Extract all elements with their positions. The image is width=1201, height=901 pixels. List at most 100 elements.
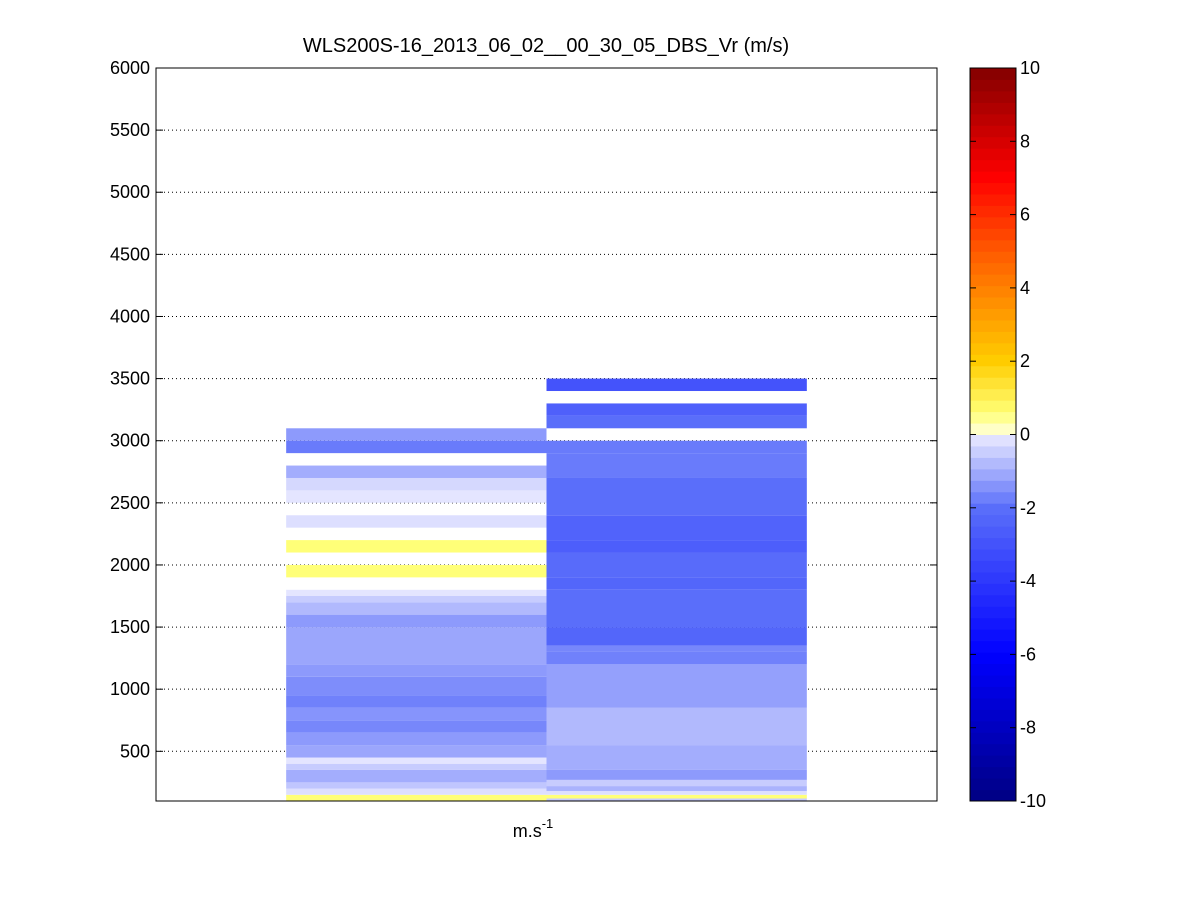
y-tick-label: 2000 <box>110 555 150 575</box>
colorbar-segment <box>970 423 1016 435</box>
colorbar: -10 -8 -6 -4 -2 0 2 4 6 8 10 <box>969 58 1046 811</box>
colorbar-segment <box>970 251 1016 264</box>
colorbar-segment <box>970 90 1016 103</box>
colorbar-segment <box>970 629 1016 642</box>
colorbar-segment <box>970 720 1016 733</box>
x-axis-label: m.s-1 <box>513 816 554 841</box>
heatmap-cell <box>546 627 807 646</box>
heatmap-cell <box>286 769 547 783</box>
colorbar-segment <box>970 755 1016 768</box>
colorbar-segment <box>970 274 1016 287</box>
colorbar-segment <box>970 125 1016 138</box>
heatmap-cell <box>546 440 807 454</box>
x-axis-label-exponent: -1 <box>542 816 554 831</box>
heatmap-cell <box>546 779 807 787</box>
heatmap-cell <box>286 515 547 528</box>
heatmap-cell <box>286 782 547 789</box>
colorbar-segment <box>970 652 1016 665</box>
colorbar-segment <box>970 319 1016 332</box>
colorbar-segment <box>970 594 1016 607</box>
colorbar-segment <box>970 148 1016 161</box>
colorbar-segment <box>970 560 1016 573</box>
heatmap-cell <box>546 415 807 429</box>
colorbar-segment <box>970 457 1016 470</box>
heatmap-cell <box>286 676 547 696</box>
colorbar-segment <box>970 411 1016 424</box>
colorbar-segment <box>970 571 1016 584</box>
colorbar-segment <box>970 617 1016 630</box>
colorbar-tick-label: -2 <box>1020 498 1036 518</box>
heatmap-cell <box>286 720 547 733</box>
heatmap-cell <box>546 378 807 392</box>
heatmap-cell <box>546 645 807 652</box>
heatmap-cell <box>546 769 807 780</box>
colorbar-segment <box>970 445 1016 458</box>
heatmap-cell <box>286 602 547 615</box>
heatmap-cell <box>546 589 807 628</box>
colorbar-segment <box>970 331 1016 344</box>
heatmap-cell <box>286 745 547 758</box>
colorbar-segment <box>970 743 1016 756</box>
heatmap-cells <box>286 378 807 801</box>
colorbar-segment <box>970 365 1016 378</box>
heatmap-cell <box>546 786 807 792</box>
heatmap-cell <box>286 695 547 708</box>
plot-area: 500 1000 1500 2000 2500 3000 3500 4000 4500 5000 5… <box>110 58 938 802</box>
y-tick-label: 5500 <box>110 120 150 140</box>
colorbar-segment <box>970 285 1016 298</box>
colorbar-segment <box>970 193 1016 206</box>
colorbar-segment <box>970 342 1016 355</box>
heatmap-cell <box>546 791 807 795</box>
colorbar-segment <box>970 732 1016 745</box>
colorbar-segment <box>970 228 1016 241</box>
colorbar-segment <box>970 675 1016 687</box>
y-tick-label: 500 <box>120 741 150 761</box>
y-tick-label: 3500 <box>110 369 150 389</box>
colorbar-tick-label: -6 <box>1020 644 1036 664</box>
heatmap-cell <box>286 477 547 491</box>
heatmap-cell <box>546 552 807 578</box>
y-tick-label: 1500 <box>110 617 150 637</box>
colorbar-segment <box>970 400 1016 413</box>
heatmap-cell <box>286 540 547 553</box>
colorbar-segment <box>970 583 1016 596</box>
heatmap-cell <box>546 515 807 541</box>
heatmap-cell <box>546 453 807 478</box>
colorbar-segment <box>970 778 1016 791</box>
colorbar-segment <box>970 79 1016 92</box>
colorbar-ticks: -10 -8 -6 -4 -2 0 2 4 6 8 10 <box>970 58 1046 811</box>
colorbar-segment <box>970 377 1016 390</box>
colorbar-segment <box>970 549 1016 561</box>
colorbar-segment <box>970 102 1016 115</box>
colorbar-segment <box>970 491 1016 504</box>
colorbar-segment <box>970 297 1016 310</box>
colorbar-segment <box>970 537 1016 550</box>
colorbar-tick-label: 4 <box>1020 278 1030 298</box>
y-tick-label: 6000 <box>110 58 150 78</box>
y-tick-label: 4000 <box>110 306 150 326</box>
colorbar-segments <box>970 68 1016 802</box>
colorbar-segment <box>970 686 1016 699</box>
colorbar-tick-label: 10 <box>1020 58 1040 78</box>
heatmap-cell <box>546 707 807 746</box>
heatmap-cell <box>286 564 547 578</box>
y-tick-label: 4500 <box>110 244 150 264</box>
colorbar-segment <box>970 697 1016 710</box>
colorbar-segment <box>970 468 1016 481</box>
heatmap-cell <box>286 440 547 454</box>
colorbar-segment <box>970 606 1016 619</box>
colorbar-segment <box>970 68 1016 80</box>
colorbar-tick-label: 8 <box>1020 131 1030 151</box>
colorbar-tick-label: 2 <box>1020 351 1030 371</box>
heatmap-cell <box>286 788 547 795</box>
heatmap-cell <box>286 589 547 597</box>
colorbar-segment <box>970 480 1016 493</box>
heatmap-cell <box>546 540 807 553</box>
y-tick-label: 1000 <box>110 679 150 699</box>
y-axis-ticks: 500 1000 1500 2000 2500 3000 3500 4000 4500 5000 5… <box>110 58 937 761</box>
heatmap-cell <box>546 651 807 665</box>
colorbar-segment <box>970 709 1016 722</box>
colorbar-segment <box>970 239 1016 252</box>
colorbar-tick-label: -10 <box>1020 791 1046 811</box>
